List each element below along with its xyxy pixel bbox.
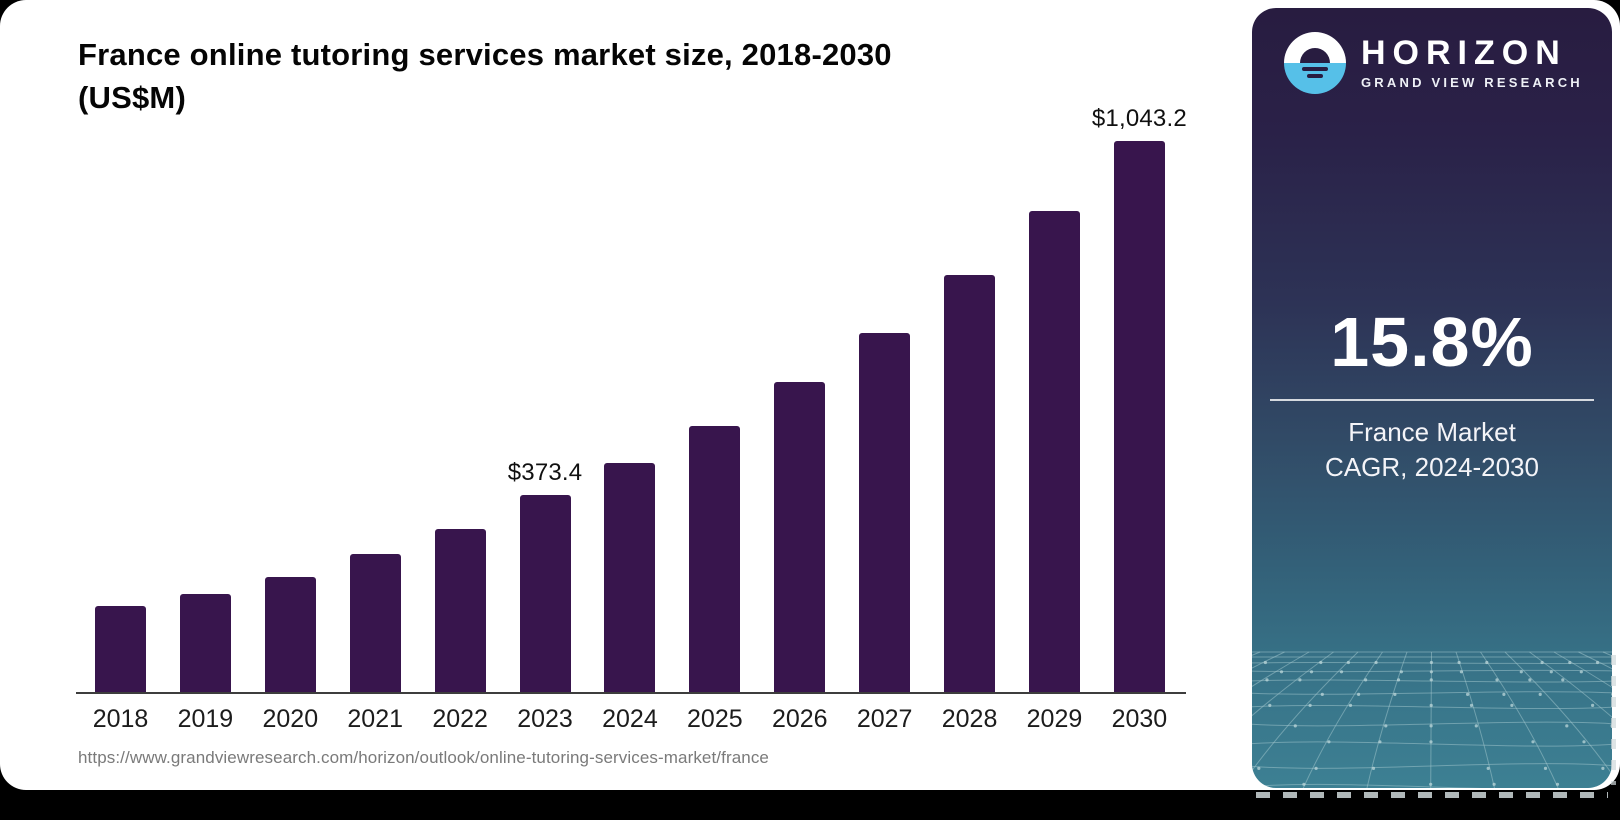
stat-divider xyxy=(1270,399,1594,401)
bar-2028 xyxy=(944,274,996,693)
x-tick-label-2028: 2028 xyxy=(941,705,998,733)
cagr-stat: 15.8% France Market CAGR, 2024-2030 xyxy=(1252,304,1612,485)
bar-2019 xyxy=(179,594,231,693)
wireframe-mesh-graphic xyxy=(1252,651,1612,788)
bar-column-2027: 2027 xyxy=(857,120,912,733)
bar-column-2023: $373.4 2023 xyxy=(508,120,582,733)
source-url: https://www.grandviewresearch.com/horizo… xyxy=(78,748,769,767)
bar-column-2025: 2025 xyxy=(687,120,743,733)
mesh-edge-artifact xyxy=(1611,655,1616,785)
bar-2026 xyxy=(774,381,826,693)
bar-2030 xyxy=(1113,141,1165,693)
bars-track: 2018 2019 2020 2021 2022 $373.4 2023 2024 2025 20… xyxy=(93,105,1187,733)
bar-2027 xyxy=(859,333,911,693)
bar-column-2030: $1,043.2 2030 xyxy=(1092,105,1187,733)
x-tick-label-2021: 2021 xyxy=(347,705,404,733)
sunrise-dome-icon xyxy=(1300,48,1330,63)
sunrise-line-icon xyxy=(1302,67,1328,71)
sunrise-line-icon xyxy=(1307,74,1323,78)
x-tick-label-2020: 2020 xyxy=(262,705,319,733)
bar-chart: 2018 2019 2020 2021 2022 $373.4 2023 2024 2025 20… xyxy=(76,105,1187,733)
value-label-2030: $1,043.2 xyxy=(1091,105,1187,132)
value-label-2023: $373.4 xyxy=(507,459,583,487)
bar-column-2024: 2024 xyxy=(602,120,658,733)
horizon-logo-icon xyxy=(1284,32,1346,94)
x-tick-label-2019: 2019 xyxy=(177,705,234,733)
bar-2025 xyxy=(689,425,741,693)
chart-title-line2: (US$M) xyxy=(78,79,186,115)
cagr-caption-line2: CAGR, 2024-2030 xyxy=(1325,451,1539,482)
x-tick-label-2025: 2025 xyxy=(687,705,743,733)
x-tick-label-2026: 2026 xyxy=(771,705,828,733)
cagr-caption: France Market CAGR, 2024-2030 xyxy=(1252,415,1612,485)
bar-column-2019: 2019 xyxy=(178,120,233,733)
x-tick-label-2030: 2030 xyxy=(1111,705,1168,733)
x-tick-label-2022: 2022 xyxy=(432,705,488,733)
bar-column-2020: 2020 xyxy=(263,120,318,733)
mesh-edge-artifact xyxy=(1256,792,1608,798)
x-tick-label-2024: 2024 xyxy=(602,705,658,733)
cagr-value: 15.8% xyxy=(1330,303,1534,381)
bar-2023 xyxy=(519,495,571,693)
brand-subtitle: GRAND VIEW RESEARCH xyxy=(1361,75,1583,90)
brand-logo: HORIZON GRAND VIEW RESEARCH xyxy=(1284,32,1583,94)
brand-text: HORIZON GRAND VIEW RESEARCH xyxy=(1361,36,1583,90)
bar-2029 xyxy=(1028,211,1080,693)
bar-2018 xyxy=(95,605,146,693)
cagr-caption-line1: France Market xyxy=(1348,417,1516,447)
x-tick-label-2023: 2023 xyxy=(517,705,573,733)
bar-column-2028: 2028 xyxy=(942,120,997,733)
bar-column-2026: 2026 xyxy=(772,120,828,733)
chart-title-line1: France online tutoring services market s… xyxy=(78,37,892,72)
x-tick-label-2018: 2018 xyxy=(92,705,149,733)
bar-2021 xyxy=(349,554,401,693)
bar-2022 xyxy=(434,528,486,693)
bar-column-2018: 2018 xyxy=(93,120,148,733)
x-tick-label-2027: 2027 xyxy=(856,705,913,733)
x-tick-label-2029: 2029 xyxy=(1026,705,1083,733)
bar-column-2021: 2021 xyxy=(347,120,403,733)
bar-column-2029: 2029 xyxy=(1027,120,1082,733)
x-axis-line xyxy=(76,692,1186,694)
bar-2024 xyxy=(604,462,656,693)
bar-2020 xyxy=(264,576,316,693)
brand-name: HORIZON xyxy=(1361,34,1567,72)
sidebar: HORIZON GRAND VIEW RESEARCH 15.8% France… xyxy=(1252,8,1612,788)
bar-column-2022: 2022 xyxy=(432,120,488,733)
chart-title: France online tutoring services market s… xyxy=(78,34,892,120)
